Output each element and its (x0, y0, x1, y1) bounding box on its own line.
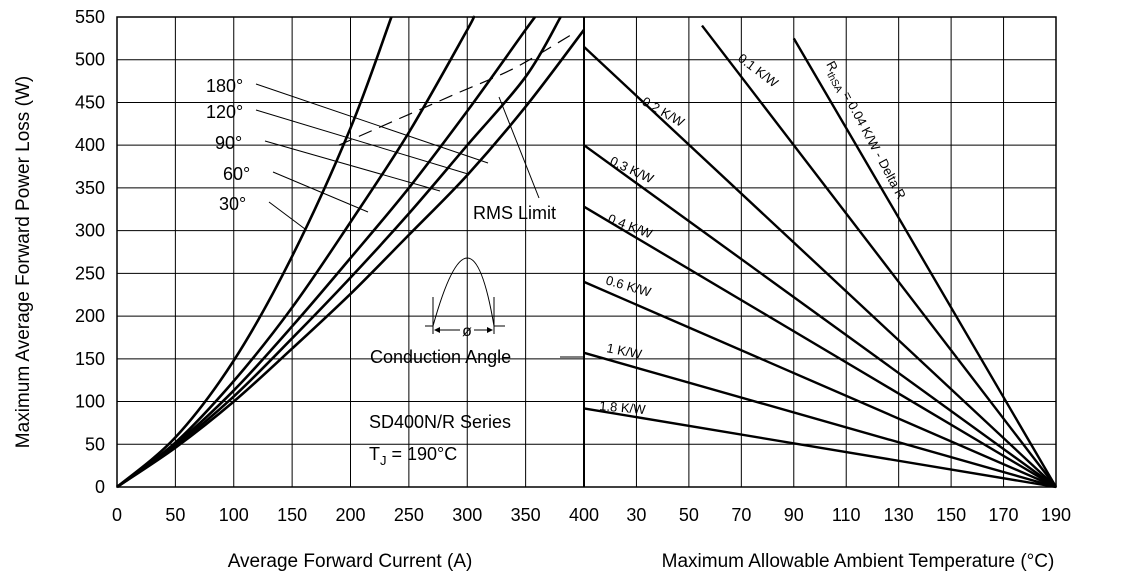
y-tick-label: 50 (85, 434, 105, 454)
rth-label: 0.1 K/W (735, 50, 782, 90)
angle-label: 30° (219, 194, 246, 214)
y-axis-title: Maximum Average Forward Power Loss (W) (13, 76, 34, 448)
x-axis-title-right: Maximum Allowable Ambient Temperature (°… (662, 551, 1055, 572)
rth-label: 0.6 K/W (604, 272, 653, 299)
y-tick-label: 550 (75, 7, 105, 27)
y-tick-label: 0 (95, 477, 105, 497)
rth-line (583, 46, 1057, 488)
angle-label: 120° (206, 102, 243, 122)
x-tick-label-right: 50 (679, 505, 699, 525)
rth-line (583, 144, 1057, 488)
leader-line (264, 140, 441, 192)
x-tick-label-right: 190 (1041, 505, 1071, 525)
x-tick-label-right: 130 (884, 505, 914, 525)
x-tick-label-left: 200 (335, 505, 365, 525)
curve-180deg (116, 29, 586, 489)
y-tick-label: 300 (75, 221, 105, 241)
x-tick-label-left: 350 (511, 505, 541, 525)
x-tick-label-left: 0 (112, 505, 122, 525)
rms-leader-line (498, 96, 540, 199)
rth-label: 0.2 K/W (640, 94, 688, 130)
x-tick-label-left: 50 (165, 505, 185, 525)
x-tick-label-right: 110 (832, 505, 861, 525)
rth-line (792, 37, 1058, 488)
x-tick-label-right: 150 (936, 505, 966, 525)
angle-label: 90° (215, 133, 242, 153)
curve-60deg (116, 15, 476, 489)
rms-limit-line (338, 33, 573, 146)
grid (116, 16, 1057, 488)
y-tick-label: 250 (75, 263, 105, 283)
rth-line (583, 351, 1057, 489)
junction-temp-label: TJ = 190°C (369, 444, 457, 468)
rthsa-label: RthSA = 0.04 K/W - Delta R (820, 58, 909, 203)
y-tick-label: 200 (75, 306, 105, 326)
x-tick-label-left: 100 (219, 505, 249, 525)
conduction-angle-diagram: ø (425, 257, 505, 340)
series-name-label: SD400N/R Series (369, 412, 511, 432)
rth-label: 1.8 K/W (599, 398, 647, 417)
phi-label: ø (462, 323, 472, 340)
leader-line (255, 83, 489, 164)
conduction-angle-label: Conduction Angle (370, 347, 511, 367)
y-tick-label: 450 (75, 92, 105, 112)
rth-line (583, 205, 1057, 489)
leader-line (255, 109, 469, 175)
curve-30deg (116, 16, 393, 488)
x-tick-label-left: 250 (394, 505, 424, 525)
rth-line (701, 24, 1057, 488)
y-tick-label: 400 (75, 135, 105, 155)
y-tick-label: 350 (75, 178, 105, 198)
y-tick-label: 500 (75, 50, 105, 70)
rth-label: 0.4 K/W (606, 211, 655, 242)
x-tick-label-left: 400 (569, 505, 599, 525)
rms-limit-label: RMS Limit (473, 203, 556, 223)
rth-label: 1 K/W (605, 340, 643, 362)
x-tick-label-left: 300 (452, 505, 482, 525)
x-tick-label-right: 90 (784, 505, 804, 525)
angle-label: 180° (206, 76, 243, 96)
plot-frame (116, 16, 1057, 488)
x-tick-label-right: 170 (989, 505, 1019, 525)
x-tick-label-right: 70 (731, 505, 751, 525)
rth-line (583, 407, 1057, 489)
angle-label: 60° (223, 164, 250, 184)
leader-line (272, 171, 369, 213)
x-axis-title-left: Average Forward Current (A) (228, 551, 473, 572)
x-tick-label-right: 30 (626, 505, 646, 525)
leader-line (268, 201, 306, 230)
curve-120deg (116, 16, 562, 489)
y-tick-label: 100 (75, 392, 105, 412)
curve-90deg (116, 16, 537, 489)
curve-labels: 180°120°90°60°30°0.1 K/W0.2 K/W0.3 K/W0.… (206, 50, 909, 417)
y-tick-label: 150 (75, 349, 105, 369)
tick-labels: 0 50 100 150 200 250 300 350 400 450 500 550 0 50 100 1… (75, 7, 1071, 525)
x-tick-label-left: 150 (277, 505, 307, 525)
rth-line (583, 280, 1057, 489)
series-lines (116, 15, 1058, 489)
